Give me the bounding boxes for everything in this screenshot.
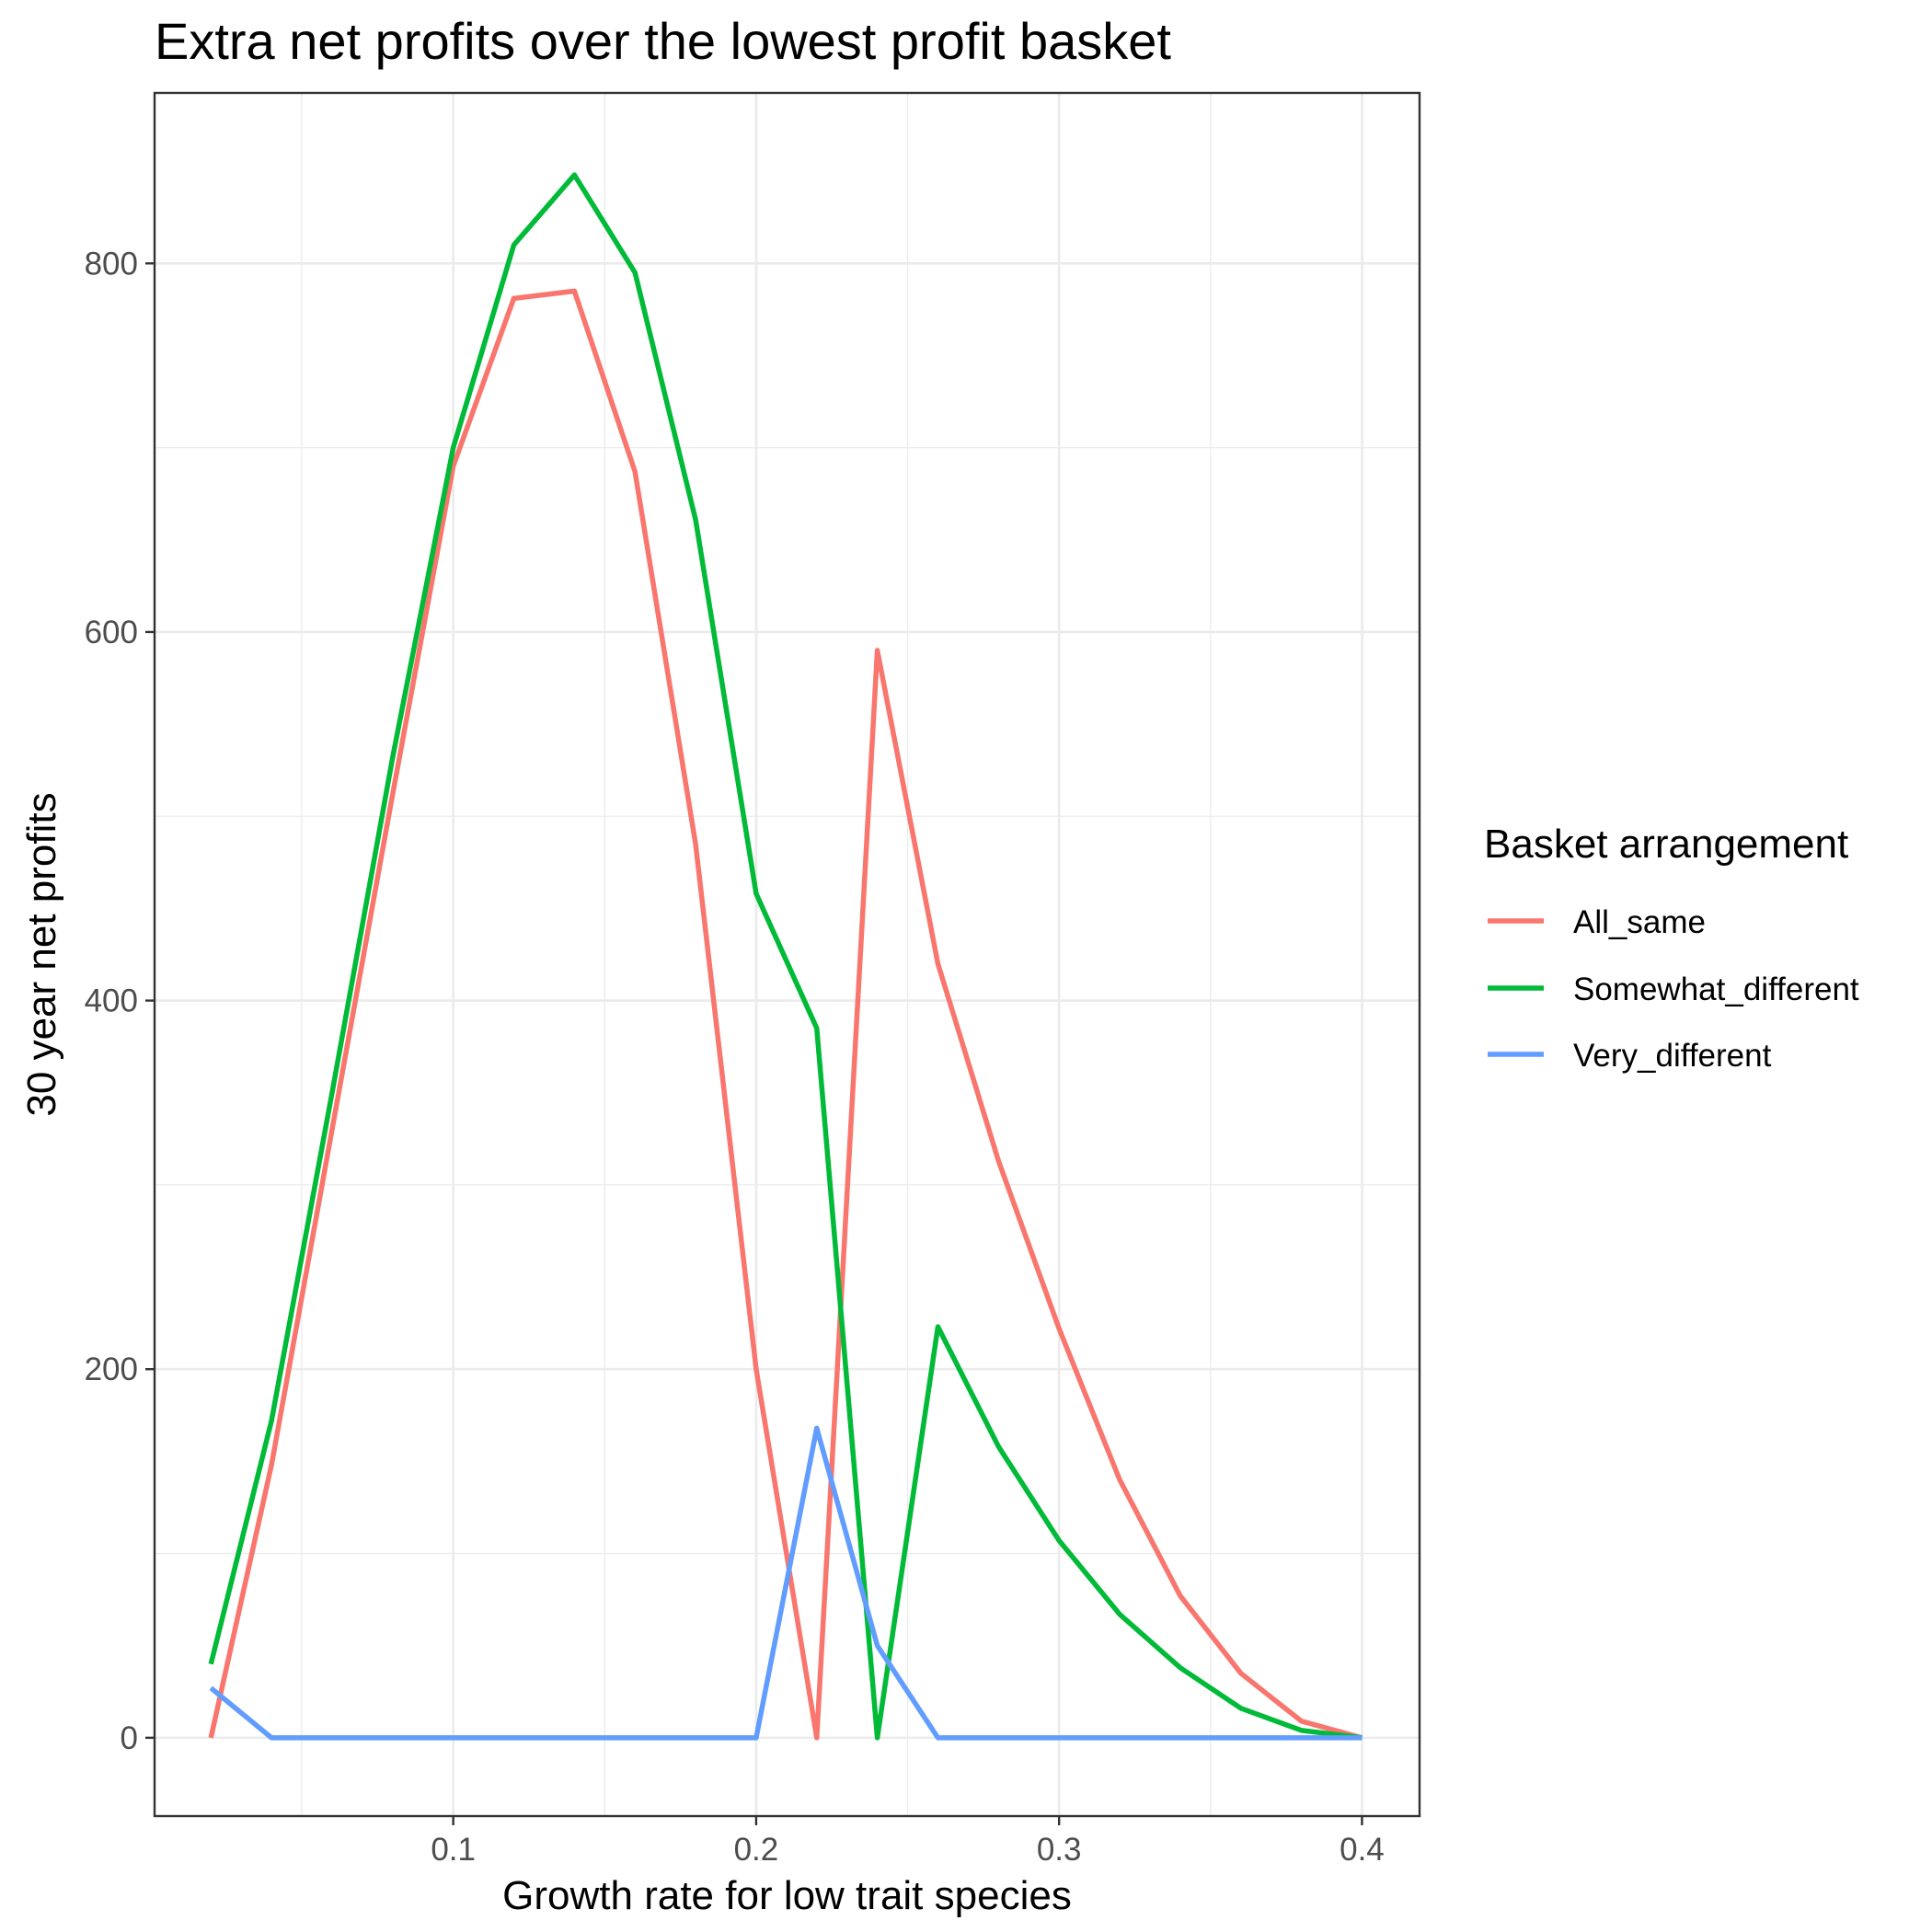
x-axis: 0.1 0.2 0.3 0.4 xyxy=(431,1816,1385,1868)
plot-panel-border xyxy=(153,91,1421,1818)
y-tick-label: 600 xyxy=(85,615,138,650)
y-tick-label: 400 xyxy=(85,983,138,1019)
x-axis-title: Growth rate for low trait species xyxy=(502,1873,1072,1918)
legend-title: Basket arrangement xyxy=(1484,822,1848,867)
chart-title: Extra net profits over the lowest profit… xyxy=(155,12,1171,70)
series-line-somewhat-different xyxy=(208,172,1363,1741)
legend: Basket arrangement All_same Somewhat_diff… xyxy=(1484,822,1859,1074)
x-tick-label: 0.3 xyxy=(1037,1832,1082,1868)
y-tick-label: 0 xyxy=(121,1720,138,1756)
series-lines xyxy=(208,172,1363,1741)
x-tick-label: 0.2 xyxy=(734,1832,779,1868)
y-axis-title: 30 year net profits xyxy=(19,792,64,1116)
series-line-all-same xyxy=(208,288,1363,1741)
y-tick-label: 800 xyxy=(85,246,138,282)
series-line-very-different xyxy=(209,1425,1363,1741)
legend-items: All_same Somewhat_different Very_different xyxy=(1488,904,1859,1074)
legend-label-somewhat-different: Somewhat_different xyxy=(1573,972,1859,1007)
y-tick-label: 200 xyxy=(85,1351,138,1387)
y-axis: 0 200 400 600 800 xyxy=(85,246,155,1756)
legend-label-all-same: All_same xyxy=(1573,904,1706,940)
x-tick-label: 0.4 xyxy=(1340,1832,1385,1868)
x-tick-label: 0.1 xyxy=(431,1832,476,1868)
legend-label-very-different: Very_different xyxy=(1573,1038,1772,1074)
